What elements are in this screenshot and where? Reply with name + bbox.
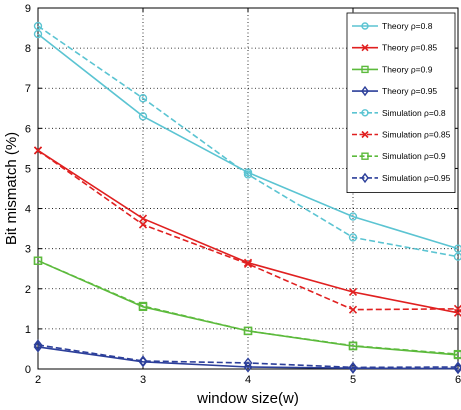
legend-label: Theory ρ=0.8 [382, 21, 433, 31]
series-line [37, 25, 459, 258]
x-tick-label: 5 [350, 374, 356, 386]
legend-label: Simulation ρ=0.85 [382, 130, 451, 140]
legend-marker [361, 152, 369, 160]
y-tick-label: 9 [25, 3, 31, 15]
series-layer [33, 21, 461, 375]
data-point [348, 305, 358, 314]
data-point [243, 357, 253, 369]
data-point [33, 29, 43, 39]
x-tick-label: 4 [245, 374, 251, 386]
y-tick-label: 2 [25, 284, 31, 296]
data-point [348, 212, 358, 221]
data-point [33, 21, 43, 31]
data-point [453, 304, 461, 313]
legend-marker [361, 130, 369, 139]
legend-marker [361, 172, 369, 184]
series-line [37, 259, 459, 355]
series-line [37, 344, 459, 369]
legend-item: Simulation ρ=0.8 [352, 108, 446, 118]
legend-item: Theory ρ=0.9 [352, 64, 433, 74]
data-point [243, 326, 253, 336]
data-point [243, 259, 253, 268]
legend-item: Simulation ρ=0.85 [352, 130, 451, 140]
legend-label: Simulation ρ=0.9 [382, 151, 446, 161]
legend-item: Theory ρ=0.8 [352, 21, 433, 31]
legend-marker [361, 22, 369, 30]
series-line [37, 33, 459, 250]
legend-marker [361, 44, 369, 52]
y-tick-label: 7 [25, 83, 31, 95]
y-tick-label: 4 [25, 204, 31, 216]
data-point [33, 339, 43, 351]
y-tick-label: 1 [25, 324, 31, 336]
legend-item: Theory ρ=0.85 [352, 43, 437, 53]
series-line [37, 149, 459, 311]
y-tick-label: 3 [25, 244, 31, 256]
legend-box [346, 12, 456, 194]
legend-marker [361, 85, 369, 97]
legend-item: Simulation ρ=0.9 [352, 151, 446, 161]
x-tick-label: 3 [140, 374, 146, 386]
legend-label: Theory ρ=0.9 [382, 64, 433, 74]
x-tick-label: 2 [35, 374, 41, 386]
x-axis-title: window size(w) [196, 390, 299, 407]
y-tick-label: 8 [25, 43, 31, 55]
data-point [138, 214, 148, 223]
legend-label: Theory ρ=0.85 [382, 43, 437, 53]
y-tick-label: 5 [25, 163, 31, 175]
legend: Theory ρ=0.8 Theory ρ=0.85 Theory ρ=0.9 The… [346, 12, 456, 194]
data-point [453, 361, 461, 373]
y-tick-label: 0 [25, 364, 31, 376]
legend-marker [361, 109, 369, 117]
data-point [138, 355, 148, 367]
series-7 [33, 256, 461, 359]
data-point [138, 220, 148, 229]
data-point [243, 170, 253, 179]
data-point [348, 341, 358, 350]
legend-label: Simulation ρ=0.8 [382, 108, 446, 118]
y-axis-title: Bit mismatch (%) [3, 132, 20, 245]
data-point [33, 256, 43, 265]
series-8 [33, 339, 461, 374]
data-point [348, 361, 358, 374]
legend-label: Theory ρ=0.95 [382, 86, 437, 96]
x-tick-label: 6 [455, 374, 461, 386]
data-point [138, 112, 148, 121]
series-5 [33, 21, 461, 261]
data-point [138, 301, 148, 311]
y-tick-label: 6 [25, 123, 31, 135]
legend-item: Simulation ρ=0.95 [352, 172, 451, 184]
legend-item: Theory ρ=0.95 [352, 85, 437, 97]
data-point [348, 233, 358, 242]
data-point [138, 94, 148, 103]
legend-label: Simulation ρ=0.95 [382, 173, 451, 183]
data-point [453, 244, 461, 253]
legend-marker [361, 65, 369, 74]
data-point [33, 146, 43, 155]
series-6 [33, 146, 461, 314]
data-point [348, 287, 358, 297]
data-point [453, 252, 461, 261]
data-point [453, 349, 461, 359]
